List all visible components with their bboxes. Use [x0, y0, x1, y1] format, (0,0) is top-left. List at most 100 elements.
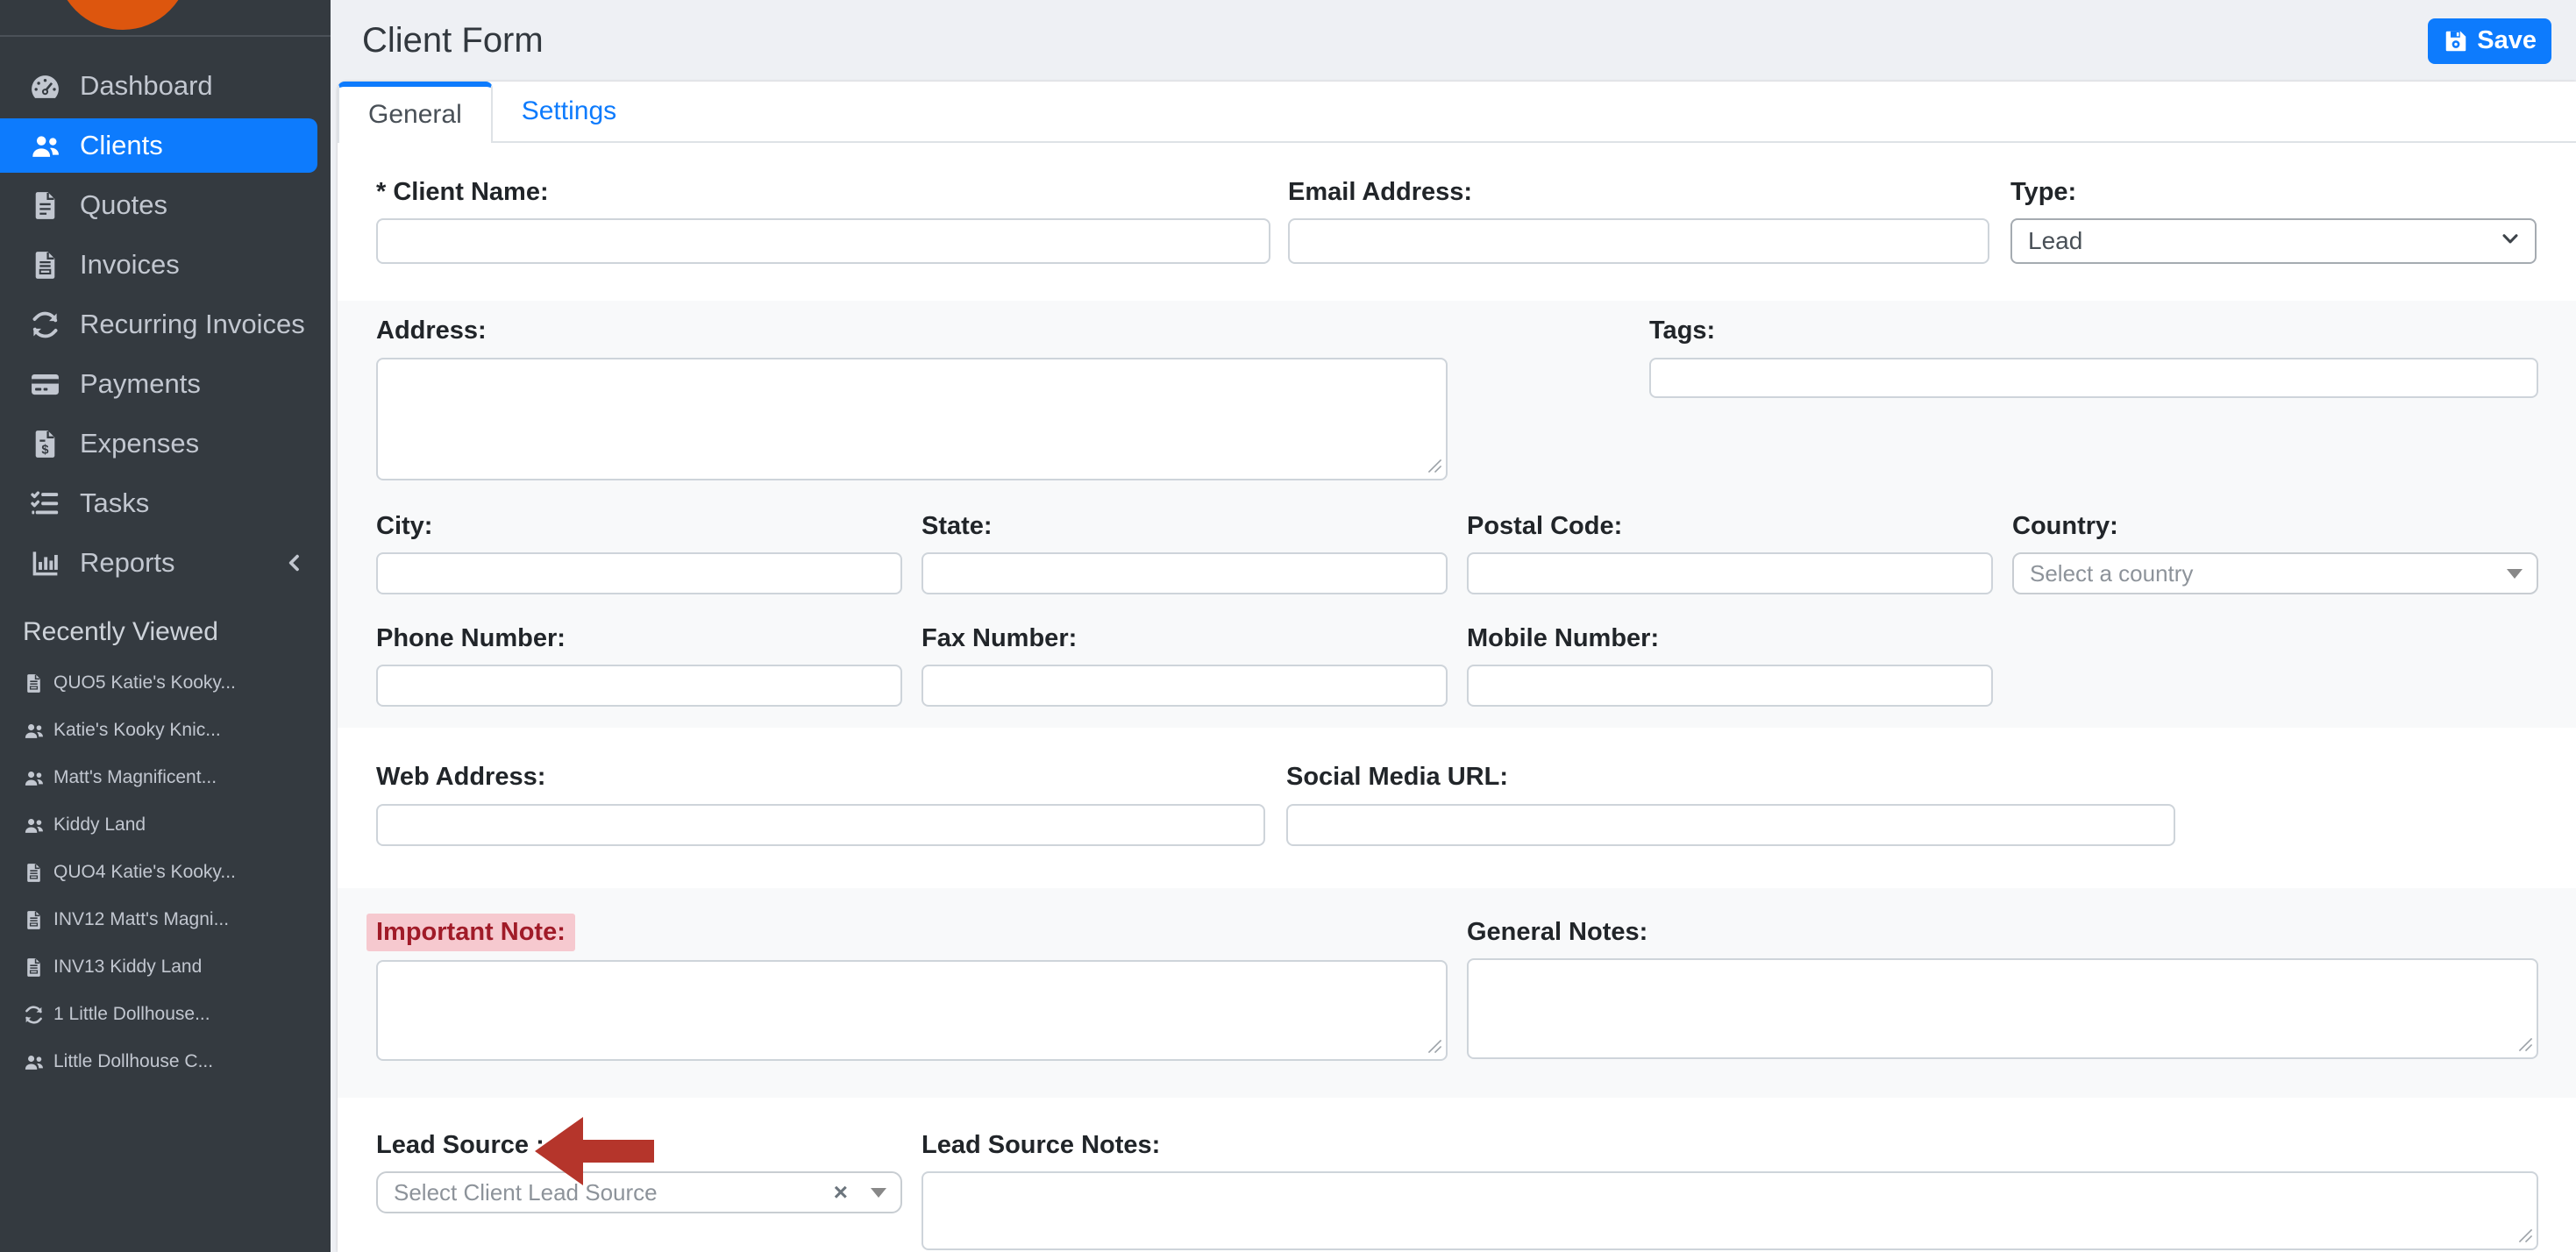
- form-section-lead-source: Lead Source : Select Client Lead Source …: [338, 1098, 2576, 1252]
- file-invoice-icon: [23, 909, 45, 931]
- file-icon: [25, 187, 65, 224]
- chevron-down-icon: [2498, 226, 2523, 257]
- client-name-input[interactable]: [376, 218, 1270, 265]
- postal-code-field-group: Postal Code:: [1467, 511, 1993, 595]
- svg-text:$: $: [41, 443, 48, 457]
- recently-viewed-item[interactable]: 1 Little Dollhouse...: [0, 991, 331, 1038]
- type-select[interactable]: Lead: [2010, 218, 2537, 265]
- recently-viewed-item[interactable]: Katie's Kooky Knic...: [0, 707, 331, 754]
- city-field-group: City:: [376, 512, 902, 595]
- sidebar-item-quotes[interactable]: Quotes: [0, 175, 331, 235]
- recently-viewed-item[interactable]: INV12 Matt's Magni...: [0, 896, 331, 943]
- sidebar-nav: Dashboard Clients Quotes Invoices Recurr…: [0, 37, 331, 593]
- lead-source-notes-textarea[interactable]: [922, 1171, 2538, 1251]
- sidebar-item-label: Tasks: [80, 487, 150, 518]
- web-address-label: Web Address:: [376, 763, 546, 792]
- recently-viewed-item[interactable]: INV13 Kiddy Land: [0, 943, 331, 991]
- fax-input[interactable]: [922, 665, 1448, 708]
- sidebar-item-tasks[interactable]: Tasks: [0, 473, 331, 533]
- recently-viewed-label: Kiddy Land: [53, 815, 146, 835]
- phone-input[interactable]: [376, 665, 902, 708]
- type-select-value: Lead: [2028, 227, 2083, 255]
- credit-card-icon: [25, 366, 65, 402]
- sync-icon: [23, 1004, 45, 1026]
- address-label: Address:: [376, 317, 487, 345]
- social-media-field-group: Social Media URL:: [1286, 763, 2175, 846]
- recently-viewed-label: QUO5 Katie's Kooky...: [53, 672, 236, 693]
- state-input[interactable]: [922, 552, 1448, 595]
- recently-viewed-label: INV13 Kiddy Land: [53, 957, 203, 977]
- state-label: State:: [922, 511, 993, 540]
- important-note-field-group: Important Note:: [366, 913, 1448, 1062]
- web-address-input[interactable]: [376, 803, 1265, 846]
- web-address-field-group: Web Address:: [376, 763, 1265, 846]
- sidebar-item-dashboard[interactable]: Dashboard: [0, 56, 331, 116]
- general-notes-textarea[interactable]: [1467, 958, 2538, 1060]
- lead-source-field-group: Lead Source : Select Client Lead Source …: [376, 1117, 902, 1214]
- important-note-textarea[interactable]: [376, 960, 1448, 1062]
- users-icon: [23, 1051, 45, 1073]
- address-textarea[interactable]: [376, 357, 1448, 480]
- client-name-field-group: * Client Name:: [376, 178, 1270, 265]
- save-button[interactable]: Save: [2428, 18, 2551, 64]
- email-label: Email Address:: [1288, 178, 1473, 206]
- tab-general[interactable]: General: [338, 82, 493, 143]
- file-invoice-dollar-icon: $: [25, 425, 65, 462]
- fax-field-group: Fax Number:: [922, 624, 1448, 708]
- users-icon: [23, 815, 45, 836]
- clear-selection-icon[interactable]: ×: [833, 1178, 848, 1206]
- recently-viewed-list: QUO5 Katie's Kooky... Katie's Kooky Knic…: [0, 659, 331, 1085]
- social-media-label: Social Media URL:: [1286, 763, 1508, 792]
- mobile-input[interactable]: [1467, 665, 1993, 708]
- recently-viewed-label: QUO4 Katie's Kooky...: [53, 862, 236, 882]
- country-select[interactable]: Select a country: [2012, 552, 2538, 595]
- social-media-input[interactable]: [1286, 803, 2175, 846]
- sidebar-item-label: Clients: [80, 130, 163, 160]
- recently-viewed-item[interactable]: Matt's Magnificent...: [0, 754, 331, 801]
- tabbar: General Settings: [338, 82, 2576, 143]
- recently-viewed-heading: Recently Viewed: [23, 617, 218, 646]
- gauge-icon: [25, 68, 65, 104]
- tags-input[interactable]: [1649, 357, 2538, 398]
- state-field-group: State:: [922, 511, 1448, 595]
- sidebar-item-label: Invoices: [80, 249, 180, 280]
- important-note-label: Important Note:: [366, 913, 575, 952]
- chevron-left-icon[interactable]: [283, 550, 306, 576]
- tab-settings[interactable]: Settings: [521, 96, 617, 125]
- phone-field-group: Phone Number:: [376, 624, 902, 708]
- recently-viewed-item[interactable]: QUO5 Katie's Kooky...: [0, 659, 331, 707]
- recently-viewed-item[interactable]: Little Dollhouse C...: [0, 1038, 331, 1085]
- lead-source-select[interactable]: Select Client Lead Source ×: [376, 1171, 902, 1214]
- sidebar-item-label: Recurring Invoices: [80, 309, 305, 339]
- sidebar-item-expenses[interactable]: $ Expenses: [0, 414, 331, 473]
- address-field-group: Address:: [376, 317, 1448, 480]
- country-label: Country:: [2012, 511, 2118, 540]
- general-notes-label: General Notes:: [1467, 917, 1648, 946]
- sidebar-item-recurring-invoices[interactable]: Recurring Invoices: [0, 295, 331, 354]
- sidebar-item-invoices[interactable]: Invoices: [0, 235, 331, 295]
- recently-viewed-item[interactable]: Kiddy Land: [0, 801, 331, 849]
- sidebar-item-clients[interactable]: Clients: [0, 118, 317, 173]
- sidebar-item-label: Quotes: [80, 189, 167, 220]
- postal-code-label: Postal Code:: [1467, 511, 1623, 540]
- phone-label: Phone Number:: [376, 624, 566, 653]
- sidebar-item-reports[interactable]: Reports: [0, 533, 331, 593]
- file-invoice-icon: [23, 957, 45, 978]
- caret-down-icon: [2507, 568, 2523, 579]
- postal-code-input[interactable]: [1467, 552, 1993, 595]
- form-section-identity: * Client Name: Email Address: Type: Lead: [338, 143, 2576, 301]
- recently-viewed-item[interactable]: QUO4 Katie's Kooky...: [0, 849, 331, 896]
- app-logo[interactable]: [56, 0, 189, 30]
- city-input[interactable]: [376, 552, 902, 595]
- tab-content: * Client Name: Email Address: Type: Lead: [338, 143, 2576, 1252]
- sidebar-item-payments[interactable]: Payments: [0, 354, 331, 414]
- email-input[interactable]: [1288, 218, 1989, 265]
- lead-source-notes-field-group: Lead Source Notes:: [922, 1131, 2538, 1251]
- type-field-group: Type: Lead: [2010, 178, 2537, 265]
- recently-viewed-label: Katie's Kooky Knic...: [53, 720, 221, 740]
- sidebar-item-label: Payments: [80, 368, 201, 399]
- sidebar: Dashboard Clients Quotes Invoices Recurr…: [0, 0, 331, 1252]
- lead-source-notes-label: Lead Source Notes:: [922, 1131, 1161, 1160]
- recently-viewed-label: Matt's Magnificent...: [53, 767, 217, 787]
